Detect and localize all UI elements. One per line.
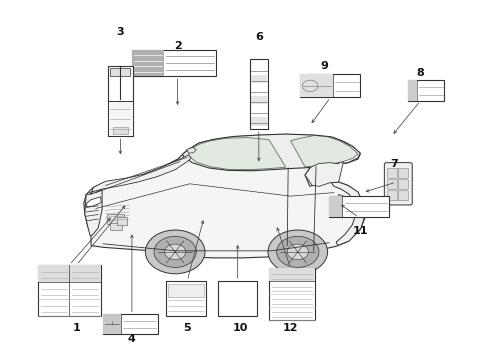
FancyBboxPatch shape [397,191,408,201]
Circle shape [276,236,318,267]
Bar [408,80,417,101]
Text: 8: 8 [416,67,424,78]
Bar [269,268,314,281]
FancyBboxPatch shape [383,163,411,205]
Bar [103,315,158,334]
Text: 11: 11 [352,226,367,236]
Bar [110,68,130,76]
Bar [113,127,128,134]
Polygon shape [290,135,357,167]
Polygon shape [331,182,364,246]
Bar [117,217,127,225]
Text: 4: 4 [128,334,136,344]
Text: 6: 6 [255,32,263,42]
Bar [408,80,443,101]
Bar [249,59,268,129]
Text: 2: 2 [173,41,181,51]
FancyBboxPatch shape [387,180,397,190]
Bar [218,281,257,316]
Polygon shape [186,147,196,153]
Bar [165,281,206,316]
Circle shape [145,230,205,274]
Bar [38,265,101,316]
Bar [300,74,333,97]
Text: 7: 7 [389,159,397,169]
Text: 5: 5 [183,323,191,333]
Bar [386,164,409,203]
Polygon shape [90,155,191,194]
FancyBboxPatch shape [397,169,408,178]
Bar [167,284,204,297]
Polygon shape [84,134,364,258]
Bar [250,96,267,104]
Bar [110,223,122,230]
Bar [107,101,133,136]
Bar [132,50,164,76]
Circle shape [154,236,196,267]
FancyBboxPatch shape [387,191,397,201]
FancyBboxPatch shape [397,180,408,190]
Circle shape [287,244,308,260]
Polygon shape [182,134,360,171]
Text: 1: 1 [73,323,80,333]
Bar [328,196,342,217]
Polygon shape [87,197,101,207]
Bar [107,66,133,136]
Polygon shape [304,162,343,186]
Text: 3: 3 [116,27,123,37]
Polygon shape [188,137,285,170]
Circle shape [164,244,185,260]
Bar [103,315,121,334]
Text: 10: 10 [232,323,247,333]
Text: 9: 9 [319,61,328,71]
Bar [38,265,101,282]
Text: 12: 12 [282,323,298,333]
Polygon shape [337,194,351,203]
Bar [106,214,123,224]
Bar [250,117,267,126]
Polygon shape [85,190,102,236]
Bar [132,50,215,76]
Bar [250,75,267,83]
Text: i: i [111,321,112,326]
Circle shape [268,230,327,274]
Bar [300,74,360,97]
Bar [269,268,314,320]
FancyBboxPatch shape [387,169,397,178]
Bar [328,196,388,217]
